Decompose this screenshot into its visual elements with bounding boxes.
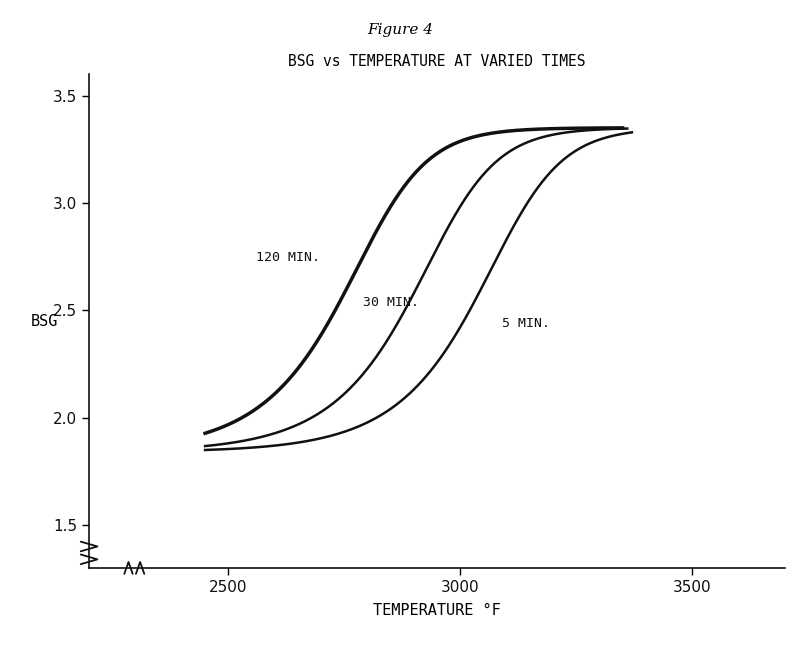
Text: Figure 4: Figure 4: [367, 23, 433, 37]
X-axis label: TEMPERATURE °F: TEMPERATURE °F: [373, 603, 501, 618]
Text: 5 MIN.: 5 MIN.: [502, 317, 550, 331]
Title: BSG vs TEMPERATURE AT VARIED TIMES: BSG vs TEMPERATURE AT VARIED TIMES: [288, 54, 586, 68]
Y-axis label: BSG: BSG: [31, 313, 58, 329]
Text: 120 MIN.: 120 MIN.: [256, 251, 320, 264]
Text: 30 MIN.: 30 MIN.: [363, 296, 419, 309]
